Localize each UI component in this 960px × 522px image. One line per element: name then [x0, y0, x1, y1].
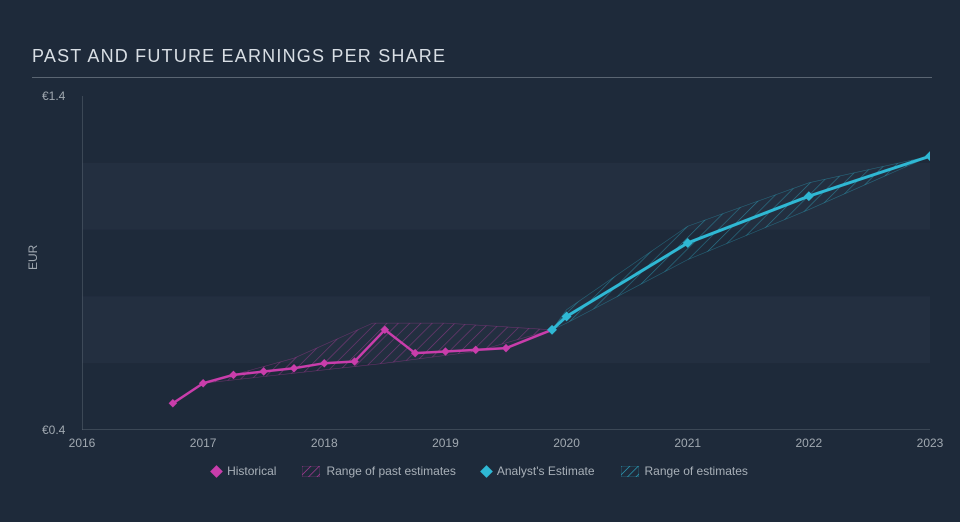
legend-label: Range of estimates: [645, 464, 748, 478]
diamond-icon: [210, 465, 223, 478]
hatch-icon: [621, 466, 639, 477]
x-tick-label: 2016: [69, 436, 96, 450]
x-tick-label: 2019: [432, 436, 459, 450]
y-axis-label: EUR: [26, 245, 40, 270]
x-tick-label: 2021: [674, 436, 701, 450]
x-tick-label: 2018: [311, 436, 338, 450]
chart-legend: Historical Range of past estimates Analyst…: [0, 464, 960, 478]
legend-item-past_range: Range of past estimates: [302, 464, 455, 478]
legend-item-est_range: Range of estimates: [621, 464, 748, 478]
chart-title: PAST AND FUTURE EARNINGS PER SHARE: [32, 46, 932, 78]
legend-label: Range of past estimates: [326, 464, 455, 478]
x-tick-label: 2017: [190, 436, 217, 450]
legend-label: Historical: [227, 464, 276, 478]
y-tick-label: €0.4: [42, 423, 65, 437]
x-tick-label: 2022: [795, 436, 822, 450]
chart-plot-area: [82, 96, 930, 430]
x-tick-label: 2023: [917, 436, 944, 450]
legend-label: Analyst's Estimate: [497, 464, 595, 478]
y-tick-label: €1.4: [42, 89, 65, 103]
legend-item-est: Analyst's Estimate: [482, 464, 595, 478]
diamond-icon: [480, 465, 493, 478]
hatch-icon: [302, 466, 320, 477]
x-tick-label: 2020: [553, 436, 580, 450]
legend-item-hist: Historical: [212, 464, 276, 478]
